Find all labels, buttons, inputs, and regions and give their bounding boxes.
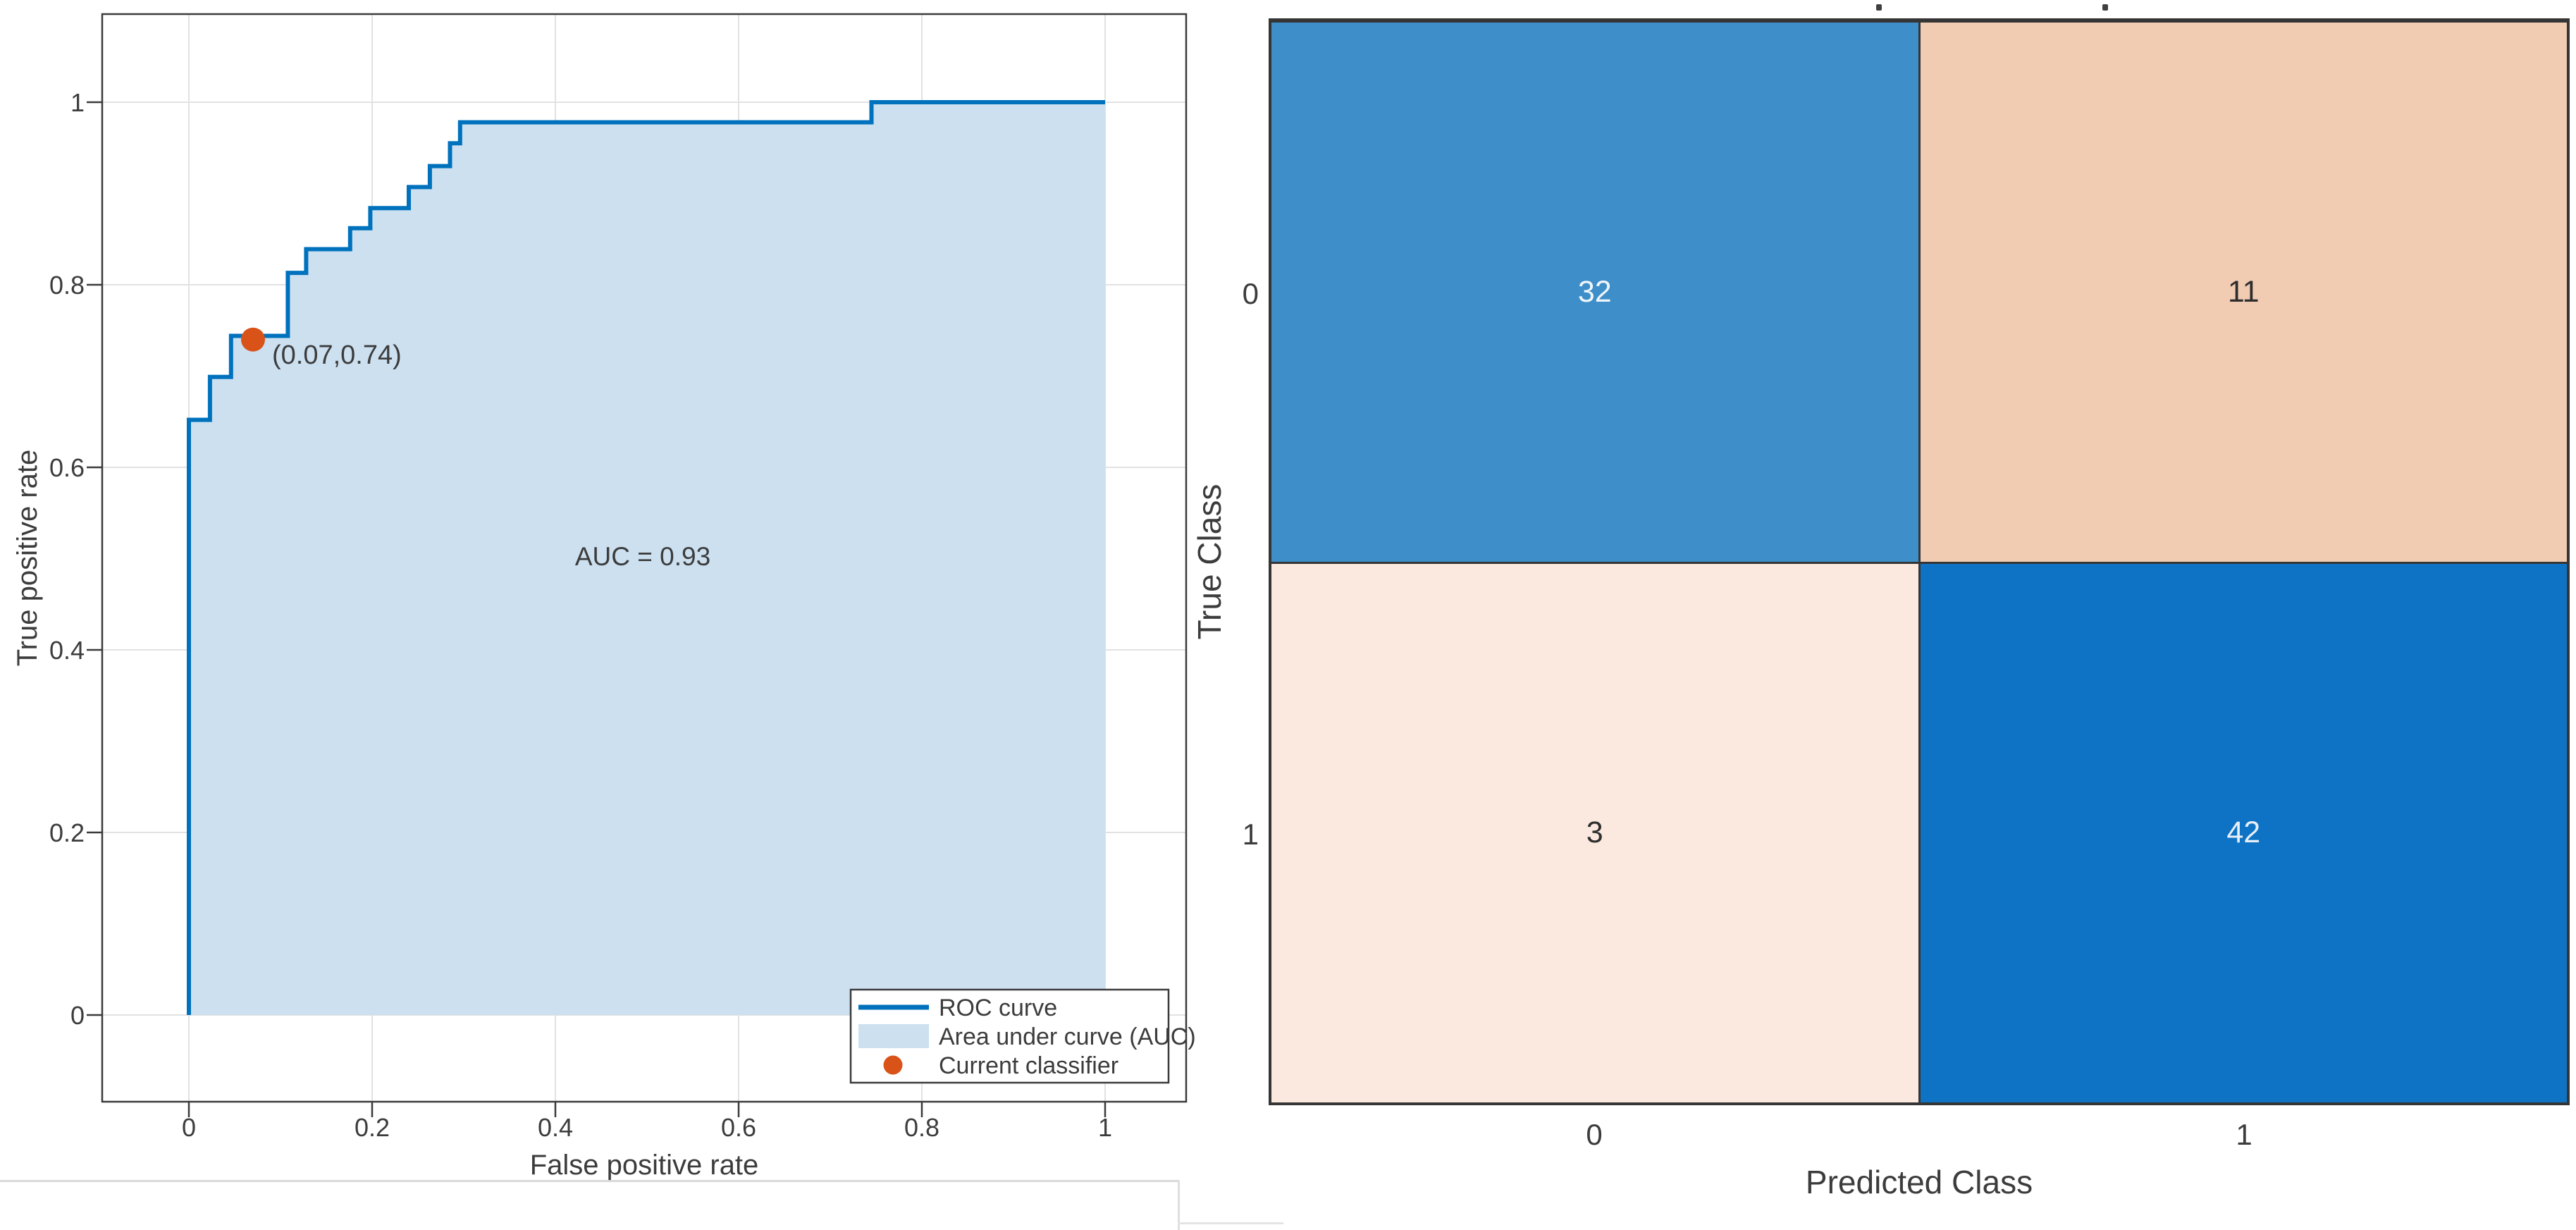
x-tick-label: 0.6 xyxy=(721,1113,756,1142)
y-tick-label: 0.2 xyxy=(49,818,85,847)
roc-x-axis-label: False positive rate xyxy=(530,1150,759,1181)
cm-cell-true0-pred1: 11 xyxy=(1920,23,2567,562)
y-tick-label: 0 xyxy=(70,1001,85,1030)
panel-divider-corner xyxy=(1178,1222,1283,1224)
cm-cell-true1-pred0: 3 xyxy=(1271,563,1918,1102)
cm-cell-true0-pred0: 32 xyxy=(1271,23,1918,562)
y-tick-label: 1 xyxy=(70,88,85,117)
legend-entry-label: Area under curve (AUC) xyxy=(939,1023,1196,1050)
legend-entry-label: ROC curve xyxy=(939,995,1057,1021)
roc-y-axis-label: True positive rate xyxy=(12,450,43,667)
auc-area-fill xyxy=(189,102,1105,1015)
roc-plot-surface[interactable]: 0 0.2 0.4 0.6 0.8 1 0 0.2 0.4 0.6 0.8 1 False positi… xyxy=(0,0,1233,1230)
cropped-title-mark xyxy=(2102,4,2108,11)
cm-cell-true1-pred1: 42 xyxy=(1920,563,2567,1102)
panel-divider-vertical xyxy=(1178,1180,1180,1230)
y-tick-label: 0.4 xyxy=(49,636,85,665)
legend-patch-swatch xyxy=(858,1024,929,1048)
cm-y-axis-label: True Class xyxy=(1191,484,1228,640)
cm-col-label-1: 1 xyxy=(2236,1118,2253,1151)
x-tick-label: 1 xyxy=(1098,1113,1112,1142)
y-tick-label: 0.8 xyxy=(49,271,85,300)
x-tick-label: 0 xyxy=(182,1113,196,1142)
x-tick-label: 0.4 xyxy=(538,1113,573,1142)
current-classifier-marker xyxy=(241,327,265,352)
cm-col-label-0: 0 xyxy=(1586,1118,1603,1151)
confusion-matrix-grid: 32 11 3 42 xyxy=(1269,18,2570,1105)
legend-dot-swatch xyxy=(883,1055,903,1075)
legend-entry-label: Current classifier xyxy=(939,1052,1118,1079)
x-tick-label: 0.2 xyxy=(355,1113,390,1142)
y-tick-label: 0.6 xyxy=(49,453,85,482)
roc-curve-line xyxy=(187,100,1105,1015)
auc-value-annotation: AUC = 0.93 xyxy=(575,542,710,571)
cm-x-axis-label: Predicted Class xyxy=(1805,1164,2033,1200)
cm-row-label-0: 0 xyxy=(1242,277,1259,310)
classifier-point-label: (0.07,0.74) xyxy=(272,340,402,370)
x-tick-label: 0.8 xyxy=(904,1113,939,1142)
cropped-title-mark xyxy=(1876,4,1882,11)
axes-box xyxy=(101,13,1188,1103)
panel-divider-horizontal xyxy=(0,1180,1178,1182)
cm-row-label-1: 1 xyxy=(1242,818,1259,851)
